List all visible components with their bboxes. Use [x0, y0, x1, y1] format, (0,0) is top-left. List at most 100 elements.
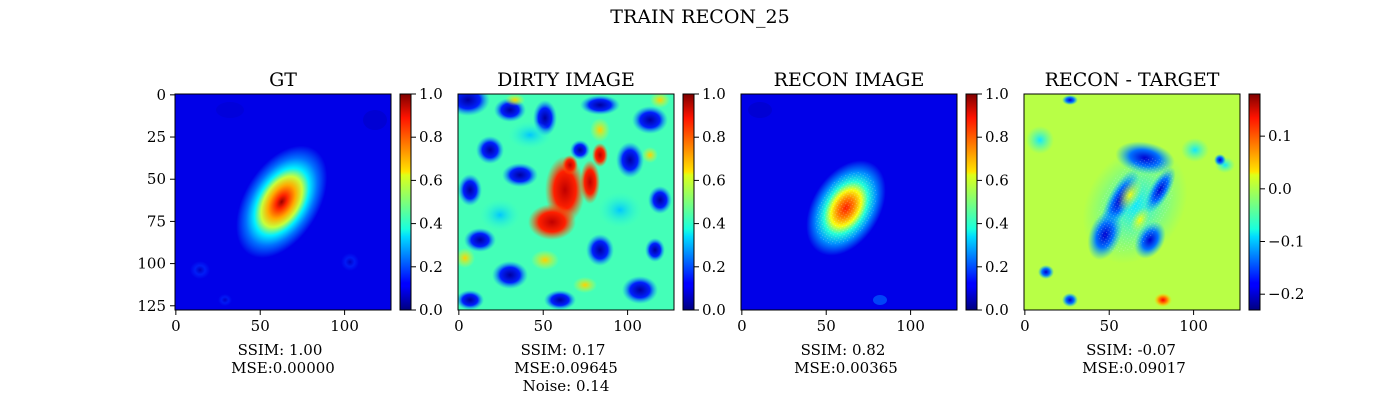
- noise-blob: [531, 250, 559, 270]
- panel-title-recon: RECON IMAGE: [774, 69, 925, 91]
- colorbar-gt: [399, 93, 412, 311]
- colorbar-tick-label: 0.1: [1268, 127, 1292, 145]
- caption-line: SSIM: 0.82: [801, 341, 886, 359]
- noise-blob: [598, 192, 642, 228]
- noise-blob: [586, 234, 614, 266]
- noise-blob: [650, 94, 670, 108]
- colorbar-dirty: [682, 93, 695, 311]
- y-tick-label: 0: [156, 86, 166, 104]
- x-tick-label: 100: [613, 317, 642, 335]
- residual-hatch: [1096, 157, 1174, 253]
- caption-line: Noise: 0.14: [523, 377, 610, 395]
- noise-blob: [544, 290, 576, 310]
- x-tick-label: 0: [737, 317, 747, 335]
- caption-line: MSE:0.00365: [794, 359, 898, 377]
- noise-blob: [458, 94, 490, 116]
- colorbar-diff: [1248, 93, 1261, 311]
- noise-blob: [645, 238, 665, 262]
- residual-blob: [1214, 154, 1226, 166]
- colorbar-tick-label: 0.4: [419, 215, 443, 233]
- x-tick-label: 100: [896, 317, 925, 335]
- x-tick-label: 50: [534, 317, 553, 335]
- x-tick-label: 0: [1020, 317, 1030, 335]
- noise-blob: [642, 147, 658, 163]
- noise-blob: [580, 160, 600, 204]
- noise-blob: [570, 140, 590, 160]
- colorbar-tick-label: 0.8: [702, 128, 726, 146]
- x-tick-label: 50: [1100, 317, 1119, 335]
- colorbar-tick-label: 0.2: [702, 258, 726, 276]
- colorbar-tick-label: 0.2: [985, 258, 1009, 276]
- noise-blob: [648, 186, 672, 214]
- noise-blob: [573, 277, 597, 293]
- noise-blob: [458, 174, 482, 206]
- colorbar-tick-label: 0.6: [985, 171, 1009, 189]
- residual-blob: [1038, 265, 1054, 279]
- noise-blob: [592, 143, 608, 167]
- colorbar-tick-label: 1.0: [419, 85, 443, 103]
- colorbar-tick-label: 0.0: [419, 301, 443, 319]
- y-tick-label: 125: [137, 297, 166, 315]
- y-tick-label: 75: [147, 212, 166, 230]
- panel-recon: RECON IMAGE: [740, 69, 958, 311]
- noise-blob: [508, 121, 552, 149]
- noise-blob: [502, 163, 538, 187]
- residual-blob: [1062, 293, 1078, 307]
- y-tick-label: 50: [147, 170, 166, 188]
- axes-frame-recon: [740, 93, 958, 311]
- caption-line: MSE:0.09017: [1082, 359, 1186, 377]
- colorbar-tick-label: 0.0: [702, 301, 726, 319]
- panel-gt: GT: [174, 69, 392, 311]
- noise-blob: [476, 136, 504, 164]
- noise-blob: [622, 276, 658, 304]
- colorbar-tick-label: 1.0: [985, 85, 1009, 103]
- x-tick-label: 0: [171, 317, 181, 335]
- heatmap-diff: [1024, 94, 1240, 310]
- noise-blob: [616, 142, 644, 178]
- colorbar-tick-label: 0.4: [702, 215, 726, 233]
- colorbar-recon: [965, 93, 978, 311]
- axes-frame-diff: [1023, 93, 1241, 311]
- noise-blob: [480, 199, 520, 231]
- colorbar-tick-label: 0.0: [985, 301, 1009, 319]
- panel-title-diff: RECON - TARGET: [1045, 69, 1220, 91]
- colorbar-tick-label: 0.8: [419, 128, 443, 146]
- colorbar-tick-label: −0.1: [1268, 233, 1304, 251]
- residual-blob: [1026, 126, 1054, 154]
- noise-blob: [562, 155, 578, 175]
- caption-line: SSIM: 1.00: [238, 341, 323, 359]
- colorbar-tick-label: 0.6: [702, 171, 726, 189]
- noise-blob: [458, 248, 475, 268]
- residual-blob: [1062, 95, 1078, 105]
- colorbar-tick-label: 0.8: [985, 128, 1009, 146]
- noise-blob: [632, 106, 668, 134]
- noise-blob: [590, 118, 610, 142]
- panel-title-gt: GT: [269, 69, 297, 91]
- x-tick-label: 50: [251, 317, 270, 335]
- figure-title: TRAIN RECON_25: [610, 6, 789, 28]
- panel-title-dirty: DIRTY IMAGE: [497, 69, 635, 91]
- noise-blob: [458, 290, 484, 310]
- colorbar-tick-label: 0.2: [419, 258, 443, 276]
- caption-line: SSIM: 0.17: [521, 341, 606, 359]
- heatmap-gt: [175, 94, 391, 310]
- noise-blob: [505, 94, 525, 106]
- x-tick-label: 100: [1179, 317, 1208, 335]
- noise-blob: [580, 95, 620, 115]
- colorbar-tick-label: 0.6: [419, 171, 443, 189]
- noise-blob: [464, 228, 496, 252]
- caption-line: MSE:0.09645: [514, 359, 618, 377]
- x-tick-label: 0: [454, 317, 464, 335]
- x-tick-label: 50: [817, 317, 836, 335]
- colorbar-tick-label: 0.4: [985, 215, 1009, 233]
- caption-line: SSIM: -0.07: [1086, 341, 1176, 359]
- y-tick-label: 25: [147, 128, 166, 146]
- axes-frame-gt: [174, 93, 392, 311]
- x-tick-label: 100: [330, 317, 359, 335]
- noise-blob: [528, 204, 576, 240]
- axes-frame-dirty: [457, 93, 675, 311]
- colorbar-tick-label: 0.0: [1268, 180, 1292, 198]
- colorbar-tick-label: 1.0: [702, 85, 726, 103]
